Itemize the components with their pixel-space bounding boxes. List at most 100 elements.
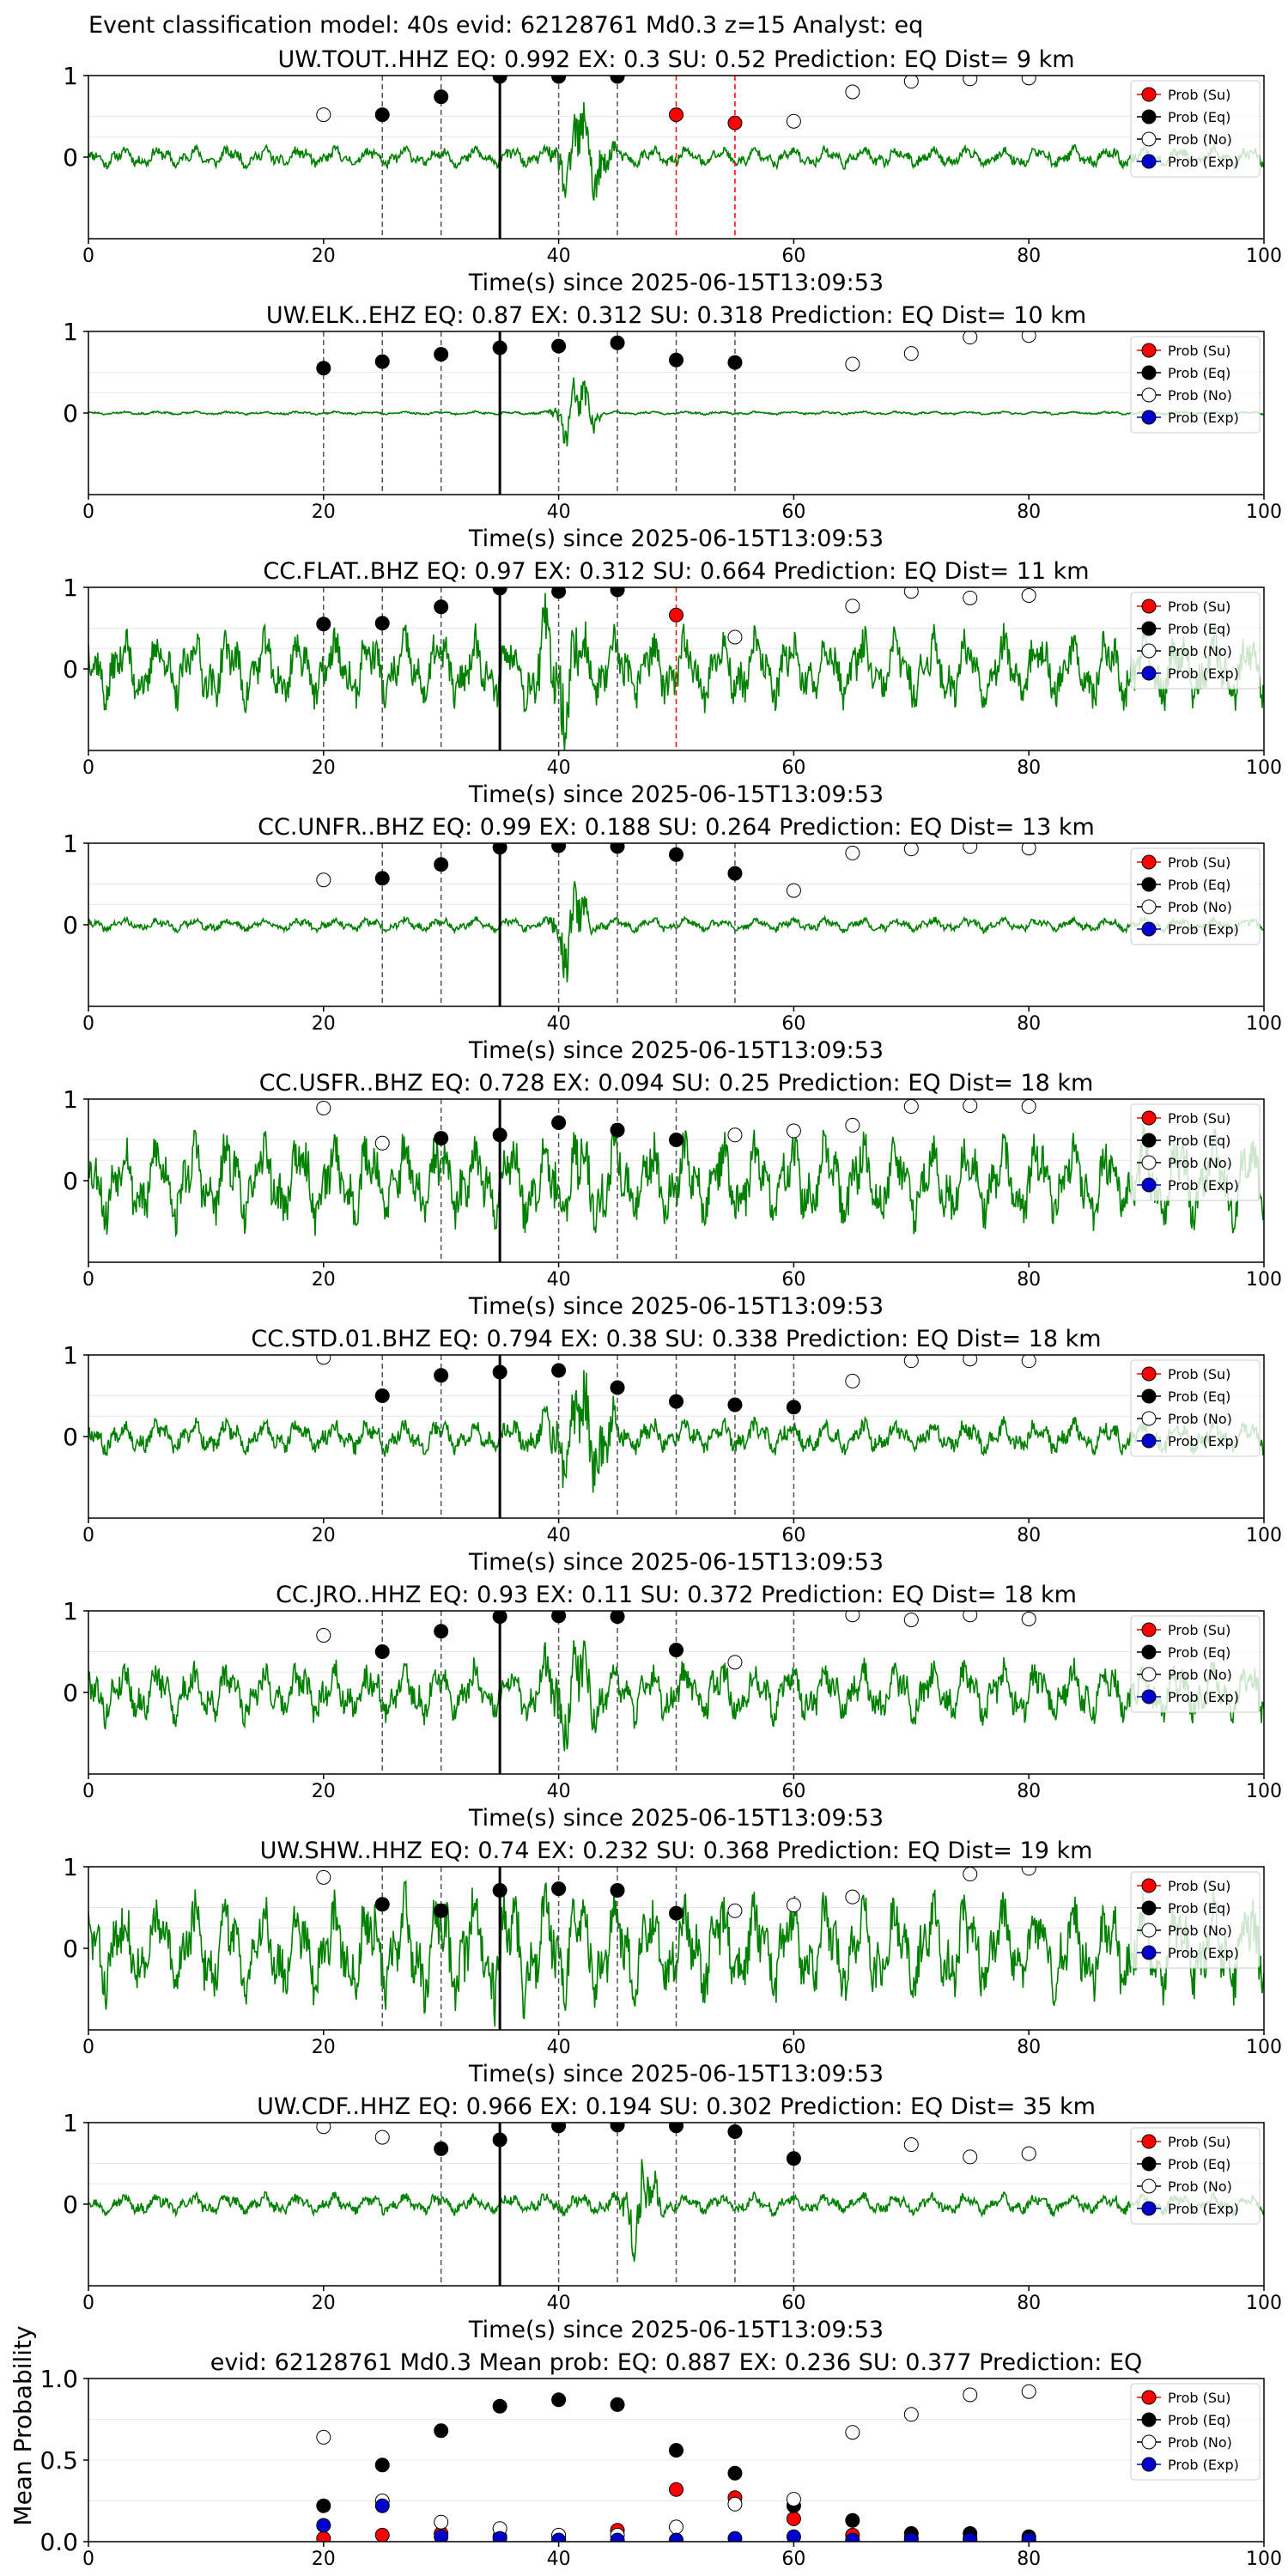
prob-marker <box>492 1364 507 1380</box>
legend-label: Prob (No) <box>1168 1923 1232 1939</box>
legend-marker <box>1141 1411 1157 1426</box>
legend-label: Prob (Exp) <box>1168 154 1239 170</box>
prob-marker <box>727 1903 743 1918</box>
legend-marker <box>1141 2156 1157 2172</box>
prob-marker <box>903 1612 919 1627</box>
legend-marker <box>1141 109 1157 125</box>
legend-label: Prob (No) <box>1168 387 1232 404</box>
legend-box <box>1130 1615 1261 1713</box>
x-tick-label: 60 <box>781 1781 805 1802</box>
legend-marker <box>1141 1388 1157 1404</box>
chart-title: UW.ELK..EHZ EQ: 0.87 EX: 0.312 SU: 0.318… <box>266 302 1086 329</box>
legend-marker <box>1141 2434 1157 2450</box>
prob-marker <box>963 331 978 345</box>
x-tick-label: 20 <box>312 1013 336 1035</box>
legend-label: Prob (Exp) <box>1168 921 1239 938</box>
chart-title: UW.CDF..HHZ EQ: 0.966 EX: 0.194 SU: 0.30… <box>257 2093 1096 2120</box>
chart-title: CC.FLAT..BHZ EQ: 0.97 EX: 0.312 SU: 0.66… <box>263 558 1089 585</box>
x-tick-label: 80 <box>1017 246 1041 267</box>
plot-area <box>316 2384 1036 2542</box>
prob-marker <box>316 617 331 632</box>
legend-marker <box>1141 1900 1157 1916</box>
x-tick-label: 100 <box>1246 1013 1282 1035</box>
x-tick-label: 60 <box>781 246 805 267</box>
station-chart: CC.USFR..BHZ EQ: 0.728 EX: 0.094 SU: 0.2… <box>63 1070 1282 1320</box>
y-tick-label: 0 <box>63 2190 78 2219</box>
x-tick-label: 60 <box>781 1269 805 1291</box>
prob-marker <box>845 598 860 614</box>
legend-label: Prob (No) <box>1168 1155 1232 1171</box>
legend-marker <box>1141 1667 1157 1682</box>
station-chart: UW.CDF..HHZ EQ: 0.966 EX: 0.194 SU: 0.30… <box>63 2093 1282 2343</box>
prob-marker <box>492 2132 507 2148</box>
plot-area <box>88 1867 1264 2030</box>
prob-marker <box>316 2498 331 2513</box>
prob-marker <box>434 2529 449 2542</box>
x-tick-label: 80 <box>1017 1013 1041 1035</box>
prob-marker <box>551 76 567 84</box>
x-tick-label: 100 <box>1246 1525 1282 1546</box>
prob-marker <box>610 2123 625 2133</box>
prob-marker <box>727 115 743 131</box>
legend-label: Prob (Su) <box>1168 1878 1230 1894</box>
prob-marker <box>1021 2146 1036 2161</box>
legend-marker <box>1141 1433 1157 1449</box>
prob-marker <box>669 1133 683 1147</box>
prob-marker <box>786 1123 801 1139</box>
plot-area <box>88 1099 1264 1262</box>
y-tick-label: 1 <box>63 1597 78 1625</box>
prob-marker <box>963 1611 978 1623</box>
legend-marker <box>1141 1689 1157 1704</box>
prob-marker <box>434 1624 449 1639</box>
legend-label: Prob (Eq) <box>1168 2156 1230 2172</box>
x-axis-label: Time(s) since 2025-06-15T13:09:53 <box>468 270 884 296</box>
x-tick-label: 40 <box>547 501 571 523</box>
prob-marker <box>551 843 567 854</box>
x-tick-label: 0 <box>82 1781 94 1802</box>
legend-marker <box>1141 665 1157 681</box>
panels: UW.TOUT..HHZ EQ: 0.992 EX: 0.3 SU: 0.52 … <box>9 46 1282 2570</box>
prob-marker <box>963 1355 978 1367</box>
x-tick-label: 100 <box>1246 2293 1282 2314</box>
prob-marker <box>845 1611 860 1623</box>
plot-area <box>88 587 1264 750</box>
legend-marker <box>1141 1177 1157 1193</box>
x-tick-label: 60 <box>781 757 805 779</box>
prob-marker <box>903 346 919 361</box>
x-tick-label: 60 <box>781 2293 805 2314</box>
legend-marker <box>1141 1622 1157 1637</box>
prob-marker <box>845 2532 860 2542</box>
y-tick-label: 1 <box>63 1085 78 1114</box>
station-chart: UW.ELK..EHZ EQ: 0.87 EX: 0.312 SU: 0.318… <box>63 302 1282 552</box>
legend-marker <box>1141 1366 1157 1382</box>
y-tick-label: 0 <box>63 143 78 172</box>
prob-marker <box>434 1131 449 1146</box>
y-axis-label: Mean Probability <box>9 2325 37 2525</box>
prob-marker <box>963 590 978 605</box>
x-axis-label: Time(s) since 2025-06-15T13:09:53 <box>468 781 884 808</box>
prob-marker <box>963 843 978 854</box>
prob-marker <box>963 2387 978 2403</box>
x-tick-label: 40 <box>547 2293 571 2314</box>
prob-marker <box>610 2397 625 2412</box>
x-tick-label: 40 <box>547 1525 571 1546</box>
prob-marker <box>786 1400 801 1415</box>
x-axis-label: Time(s) since 2025-06-15T13:09:53 <box>468 2317 884 2343</box>
prob-marker <box>316 1100 331 1115</box>
prob-marker <box>316 361 331 376</box>
legend-marker <box>1141 154 1157 169</box>
legend-label: Prob (Exp) <box>1168 1177 1239 1194</box>
y-tick-label: 0 <box>63 911 78 939</box>
chart-title: evid: 62128761 Md0.3 Mean prob: EQ: 0.88… <box>210 2349 1143 2376</box>
prob-marker <box>727 1127 743 1143</box>
prob-marker <box>963 1099 978 1114</box>
x-tick-label: 20 <box>312 501 336 523</box>
legend-label: Prob (No) <box>1168 2178 1232 2195</box>
prob-marker <box>727 2496 743 2512</box>
prob-marker <box>903 1099 919 1115</box>
y-tick-label: 0 <box>63 655 78 683</box>
prob-marker <box>434 1903 449 1918</box>
prob-marker <box>316 1355 331 1365</box>
y-tick-label: 1 <box>63 574 78 602</box>
legend-label: Prob (Exp) <box>1168 1689 1239 1705</box>
